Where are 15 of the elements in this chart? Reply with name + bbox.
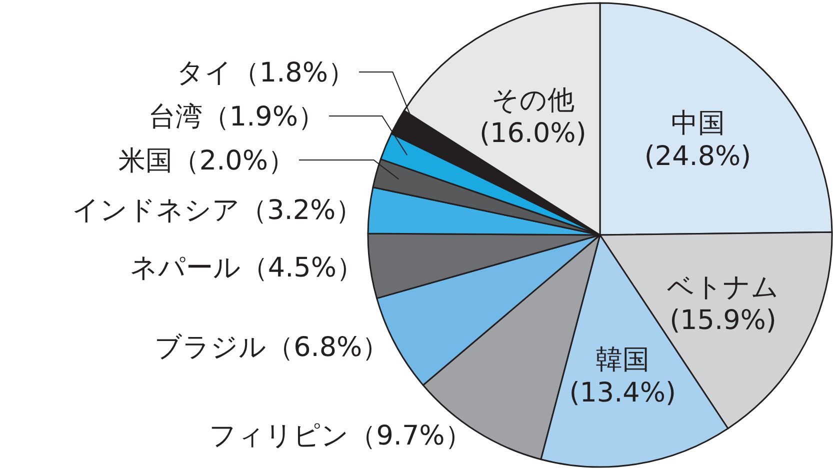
slice-label: インドネシア（3.2%）: [72, 195, 363, 226]
slice-label: ベトナム: [667, 272, 780, 304]
slice-label: フィリピン（9.7%）: [209, 420, 472, 452]
data-label: (24.8%): [644, 140, 752, 172]
slice-label: 台湾（1.9%）: [148, 101, 325, 132]
slice-label: 韓国: [596, 344, 650, 376]
slice-label: 米国（2.0%）: [118, 145, 295, 176]
data-label: (15.9%): [670, 305, 776, 336]
data-label: (13.4%): [569, 377, 676, 408]
slice-label: 中国: [670, 108, 725, 139]
slice-label: ネパール（4.5%）: [130, 252, 364, 284]
slice-label: ブラジル（6.8%）: [154, 332, 390, 363]
slice-label: その他: [491, 85, 574, 116]
data-label: (16.0%): [480, 118, 586, 150]
slice-label: タイ（1.8%）: [176, 57, 355, 88]
